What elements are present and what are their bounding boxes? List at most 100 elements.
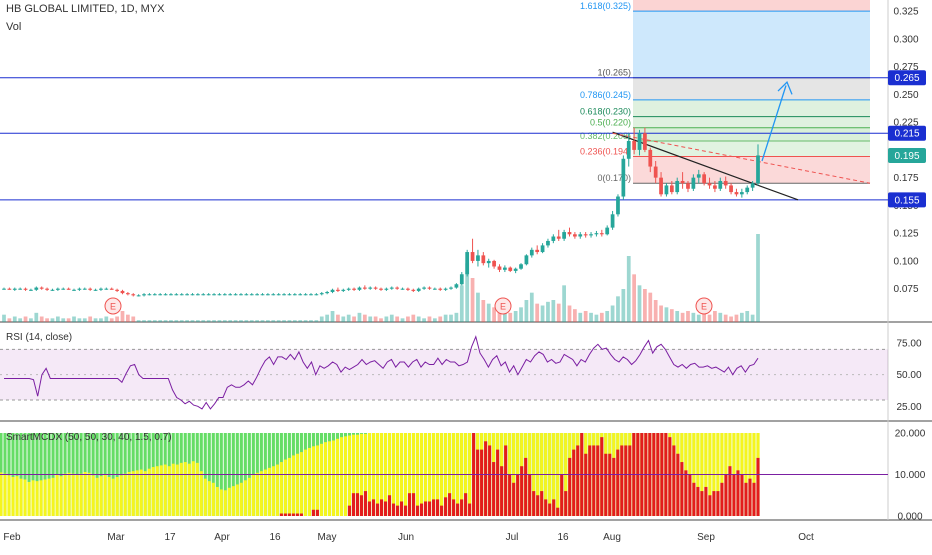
candle-body <box>147 294 152 296</box>
mcdx-yellow-bar <box>187 463 191 516</box>
candle-body <box>664 185 669 195</box>
mcdx-red-bar <box>572 449 576 516</box>
fib-zone-top <box>633 0 870 12</box>
mcdx-red-bar <box>500 466 504 516</box>
candle-body <box>718 180 723 189</box>
dashed-trend-line <box>612 132 871 184</box>
volume-bar <box>298 320 303 322</box>
mcdx-red-bar <box>756 457 760 516</box>
volume-bar <box>637 285 642 322</box>
volume-bar <box>643 289 647 322</box>
volume-bar <box>7 318 12 322</box>
mcdx-yellow-bar <box>251 474 255 516</box>
volume-bar <box>314 320 319 322</box>
candle-body <box>734 192 739 195</box>
volume-bar <box>255 320 260 322</box>
candle-body <box>524 255 529 265</box>
mcdx-yellow-bar <box>327 441 331 516</box>
volume-bar <box>745 311 750 322</box>
mcdx-red-bar <box>448 493 452 516</box>
candle-body <box>373 287 378 289</box>
volume-bar <box>481 300 486 322</box>
volume-bar <box>379 318 383 322</box>
candle-body <box>120 290 125 294</box>
mcdx-red-bar <box>492 462 496 516</box>
candle-body <box>88 288 93 290</box>
mcdx-yellow-bar <box>103 474 107 516</box>
rsi-tick-label: 75.00 <box>896 339 921 350</box>
volume-bar <box>115 316 119 322</box>
volume-bar <box>196 320 200 322</box>
volume-bar <box>271 320 276 322</box>
volume-bar <box>61 318 66 322</box>
mcdx-yellow-bar <box>175 464 179 516</box>
candle-body <box>529 249 534 256</box>
mcdx-yellow-bar <box>0 472 3 516</box>
mcdx-red-bar <box>351 493 356 516</box>
candle-body <box>255 294 260 296</box>
volume-bar <box>723 314 728 322</box>
mcdx-red-bar <box>752 482 756 516</box>
candle-body <box>276 294 281 296</box>
candle-body <box>562 232 566 239</box>
mcdx-yellow-bar <box>199 471 203 516</box>
candle-body <box>158 294 163 296</box>
mcdx-red-bar <box>367 501 372 516</box>
candle-body <box>174 294 179 296</box>
mcdx-tick-label: 0.000 <box>897 512 922 523</box>
volume-bar <box>675 311 680 322</box>
candle-body <box>82 288 87 290</box>
mcdx-yellow-bar <box>355 434 360 516</box>
mcdx-yellow-bar <box>147 468 151 516</box>
time-tick-label: 16 <box>557 532 569 543</box>
candle-body <box>29 289 33 291</box>
volume-bar <box>718 312 723 322</box>
candle-body <box>12 288 17 290</box>
volume-bar <box>45 318 49 322</box>
mcdx-yellow-bar <box>15 476 19 516</box>
level-price-badge <box>888 192 926 208</box>
mcdx-yellow-bar <box>335 438 339 516</box>
candle-body <box>675 180 680 193</box>
volume-bar <box>594 314 599 322</box>
candle-body <box>669 185 674 193</box>
mcdx-yellow-bar <box>299 452 303 516</box>
mcdx-yellow-bar <box>215 486 219 516</box>
candle-body <box>502 267 507 270</box>
volume-bar <box>131 316 136 322</box>
mcdx-red-bar <box>536 495 540 516</box>
mcdx-red-bar <box>712 491 716 516</box>
volume-bar <box>465 263 470 322</box>
mcdx-red-bar <box>544 499 548 516</box>
mcdx-yellow-bar <box>119 475 123 516</box>
volume-bar <box>438 316 443 322</box>
time-tick-label: Jun <box>398 532 414 543</box>
mcdx-red-bar <box>504 445 508 516</box>
candle-body <box>643 133 647 150</box>
mcdx-red-bar <box>628 445 632 516</box>
mcdx-yellow-bar <box>259 471 263 516</box>
volume-label: Vol <box>6 21 22 33</box>
volume-bar <box>427 316 432 322</box>
volume-bar <box>562 285 566 322</box>
mcdx-red-bar <box>371 499 376 516</box>
mcdx-yellow-bar <box>71 473 75 516</box>
volume-bar <box>341 316 346 322</box>
candle-body <box>77 288 82 290</box>
smartmcdx-title: SmartMCDX (50, 50, 30, 40, 1.5, 0.7) <box>6 432 172 443</box>
volume-bar <box>406 316 410 322</box>
candle-body <box>578 234 583 237</box>
mcdx-red-bar <box>732 474 736 516</box>
fib-label: 0.382(0.208) <box>580 131 631 141</box>
volume-bar <box>443 314 448 322</box>
mcdx-red-bar <box>355 493 360 516</box>
mcdx-red-bar <box>720 482 724 516</box>
candle-body <box>72 289 76 291</box>
candle-body <box>589 234 593 236</box>
volume-bar <box>109 318 114 322</box>
mcdx-red-bar <box>464 493 468 516</box>
fib-zone <box>633 116 870 128</box>
volume-bar <box>470 278 475 322</box>
volume-bar <box>88 316 93 322</box>
